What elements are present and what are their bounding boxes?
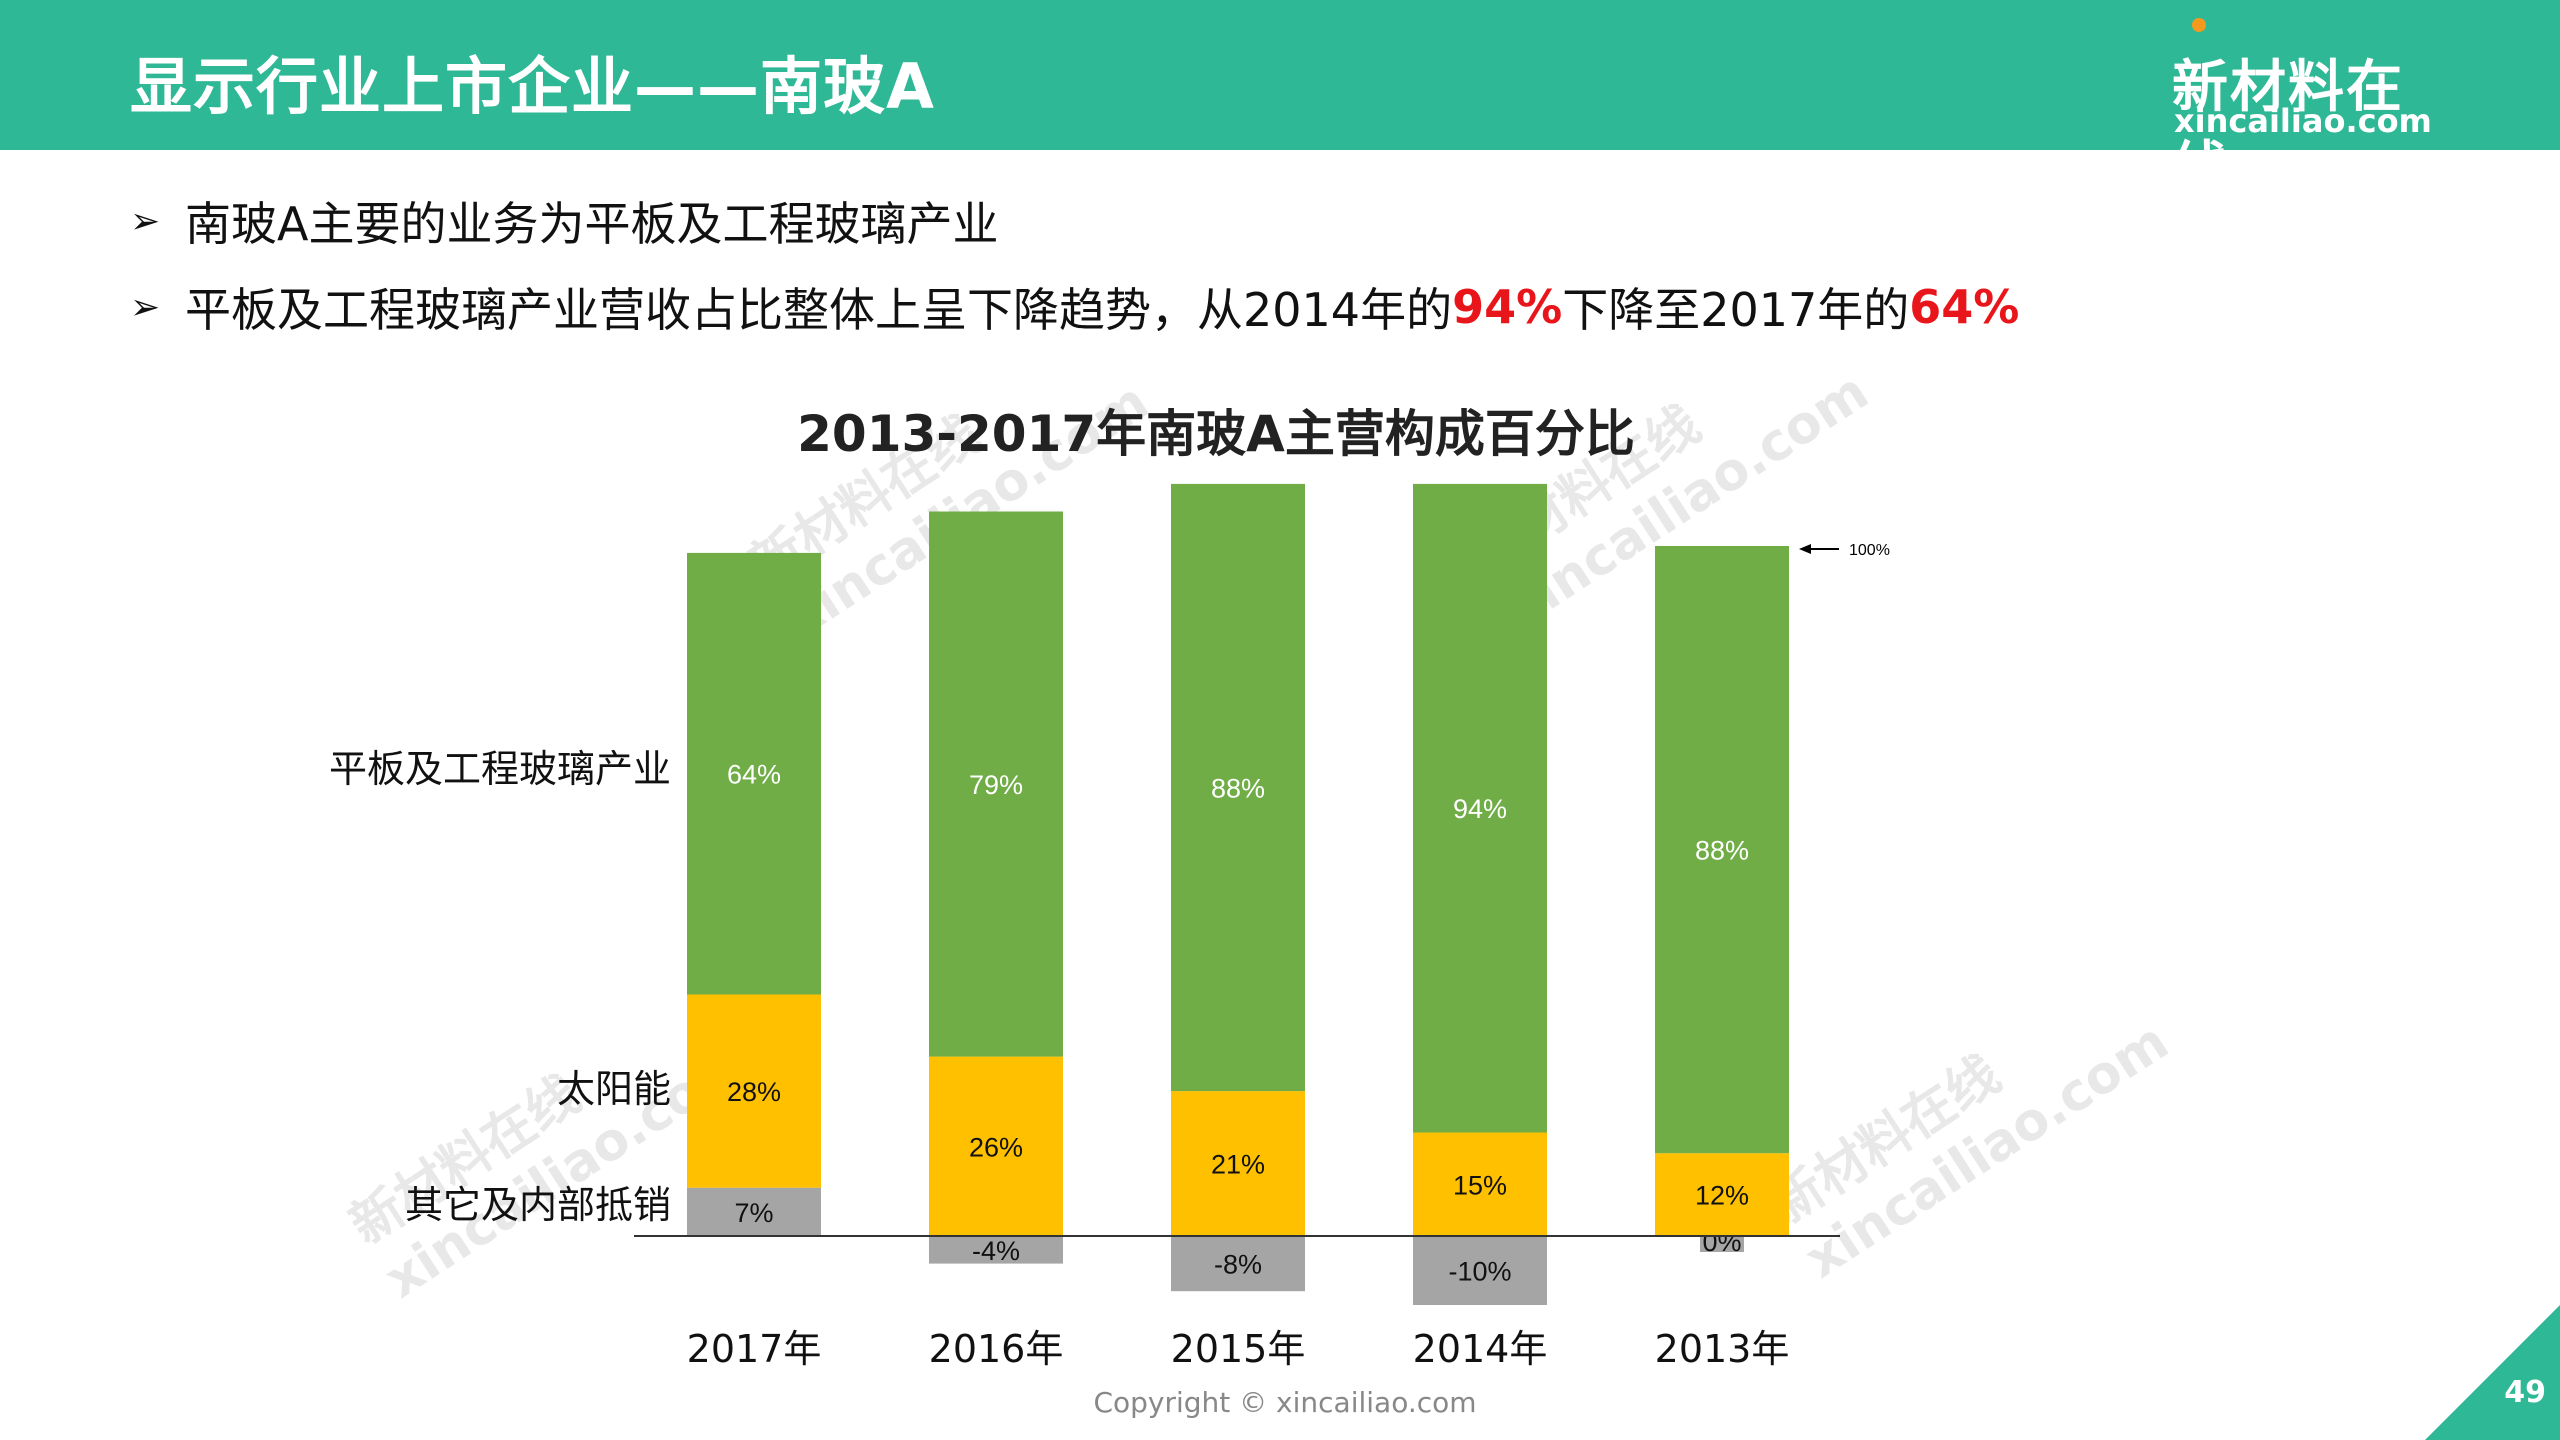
data-label: -4% xyxy=(972,1236,1020,1266)
header-bar: 显示行业上市企业——南玻A 新材料在线 xincailiao.com xyxy=(0,0,2560,201)
series-label: 平板及工程玻璃产业 xyxy=(329,747,671,791)
data-label: 88% xyxy=(1211,774,1265,804)
slide-title: 显示行业上市企业——南玻A xyxy=(130,50,935,123)
highlight-2017: 64% xyxy=(1909,280,2020,334)
bar-segment xyxy=(929,511,1063,1057)
bullet-2: ➢ 平板及工程玻璃产业营收占比整体上呈下降趋势，从2014年的 94% 下降至201… xyxy=(130,274,2019,340)
logo-en: xincailiao.com xyxy=(2174,102,2432,140)
category-label: 2013年 xyxy=(1655,1327,1790,1371)
data-label: 21% xyxy=(1211,1150,1265,1180)
data-label: -8% xyxy=(1214,1250,1262,1280)
bar-segment xyxy=(1413,1236,1547,1305)
bar-segment xyxy=(687,994,821,1188)
logo: 新材料在线 xincailiao.com xyxy=(2170,18,2460,201)
chart-title: 2013-2017年南玻A主营构成百分比 xyxy=(797,405,1635,463)
bar-segment xyxy=(1171,1091,1305,1236)
series-label: 其它及内部抵销 xyxy=(405,1183,671,1227)
copyright: Copyright © xincailiao.com xyxy=(1093,1386,1477,1419)
data-label: 12% xyxy=(1695,1181,1749,1211)
arrow-bullet-icon: ➢ xyxy=(130,286,161,328)
bullet-text: 南玻A主要的业务为平板及工程玻璃产业 xyxy=(185,197,999,251)
bar-segment xyxy=(687,552,821,995)
data-label: 28% xyxy=(727,1077,781,1107)
page-corner xyxy=(2425,1305,2560,1440)
data-label: -10% xyxy=(1448,1257,1511,1287)
data-label: 64% xyxy=(727,760,781,790)
category-label: 2016年 xyxy=(929,1327,1064,1371)
bar-segment xyxy=(1655,1153,1789,1236)
data-label: 15% xyxy=(1453,1170,1507,1200)
bullet-text: 平板及工程玻璃产业营收占比整体上呈下降趋势，从2014年的 xyxy=(185,283,1453,337)
arrow-bullet-icon: ➢ xyxy=(130,200,161,242)
highlight-2014: 94% xyxy=(1452,280,1563,334)
series-label: 太阳能 xyxy=(557,1067,671,1111)
bar-segment xyxy=(1655,546,1789,1154)
page-number: 49 xyxy=(2504,1375,2546,1410)
bar-segment xyxy=(929,1056,1063,1236)
bar-segment xyxy=(1413,483,1547,1133)
data-label: 79% xyxy=(969,770,1023,800)
arrowhead-icon xyxy=(1799,544,1811,554)
bar-segment xyxy=(929,1236,1063,1264)
category-label: 2015年 xyxy=(1171,1327,1306,1371)
data-label: 7% xyxy=(734,1198,773,1228)
category-label: 2014年 xyxy=(1413,1327,1548,1371)
bar-segment xyxy=(1413,1132,1547,1236)
logo-cn: 新材料在线 xyxy=(2172,55,2404,201)
data-label: 88% xyxy=(1695,836,1749,866)
data-label: 94% xyxy=(1453,794,1507,824)
bullet-text: 下降至2017年的 xyxy=(1562,283,1910,337)
bar-segment xyxy=(687,1187,821,1236)
bullet-1: ➢ 南玻A主要的业务为平板及工程玻璃产业 xyxy=(130,188,998,254)
bar-segment xyxy=(1171,1236,1305,1292)
category-label: 2017年 xyxy=(687,1327,822,1371)
data-label: 26% xyxy=(969,1132,1023,1162)
bar-segment xyxy=(1171,483,1305,1092)
annotation-label: 100% xyxy=(1849,542,1890,559)
logo-dot-icon xyxy=(2192,18,2206,32)
